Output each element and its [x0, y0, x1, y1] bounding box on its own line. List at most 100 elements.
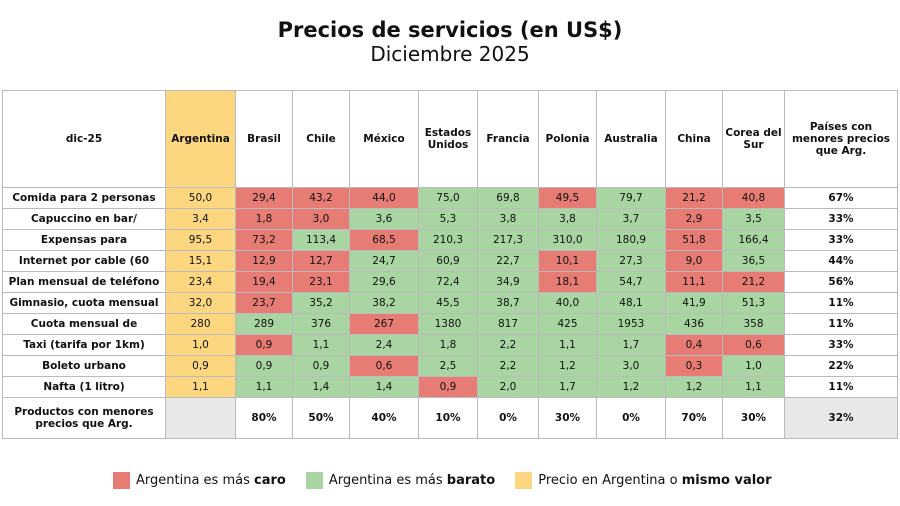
table-row: Plan mensual de teléfono 23,4 19,4 23,1 29,6… — [2, 271, 898, 293]
cell: 1,1 — [165, 376, 236, 398]
cell: 11% — [784, 376, 898, 398]
cell: 166,4 — [722, 229, 785, 251]
cell: 10,1 — [538, 250, 597, 272]
legend-swatch — [113, 472, 130, 489]
cell: 24,7 — [349, 250, 419, 272]
cell: 1,2 — [538, 355, 597, 377]
column-header: Argentina — [165, 90, 236, 188]
cell: 75,0 — [418, 187, 478, 209]
footer-cell: 30% — [538, 397, 597, 439]
cell: 2,0 — [477, 376, 539, 398]
cell: 22,7 — [477, 250, 539, 272]
cell: 11,1 — [665, 271, 723, 293]
cell: 3,5 — [722, 208, 785, 230]
cell: 210,3 — [418, 229, 478, 251]
cell: 1,1 — [538, 334, 597, 356]
cell: 3,0 — [292, 208, 350, 230]
row-label: Taxi (tarifa por 1km) — [2, 334, 166, 356]
cell: 2,4 — [349, 334, 419, 356]
cell: 72,4 — [418, 271, 478, 293]
cell: 69,8 — [477, 187, 539, 209]
row-label: Nafta (1 litro) — [2, 376, 166, 398]
footer-label: Productos con menores precios que Arg. — [2, 397, 166, 439]
cell: 21,2 — [665, 187, 723, 209]
cell: 12,9 — [235, 250, 293, 272]
empty-cell — [165, 397, 236, 439]
cell: 3,6 — [349, 208, 419, 230]
cell: 1380 — [418, 313, 478, 335]
cell: 2,5 — [418, 355, 478, 377]
cell: 1953 — [596, 313, 666, 335]
legend-bold: barato — [446, 473, 496, 488]
cell: 11% — [784, 292, 898, 314]
cell: 0,9 — [418, 376, 478, 398]
footer-row: Productos con menores precios que Arg. 80… — [2, 397, 898, 439]
cell: 43,2 — [292, 187, 350, 209]
cell: 23,1 — [292, 271, 350, 293]
column-header: Estados Unidos — [418, 90, 478, 188]
header-row: dic-25 Argentina Brasil Chile México Estados … — [2, 90, 898, 188]
legend-swatch — [305, 472, 323, 489]
footer-cell: 30% — [722, 397, 785, 439]
cell: 44% — [784, 250, 898, 272]
cell: 36,5 — [722, 250, 785, 272]
cell: 56% — [784, 271, 898, 293]
legend-label: Argentina es más — [136, 473, 254, 488]
table-row: Capuccino en bar/3,4 1,8 3,0 3,6 5,3 3,8 3,8 3,… — [2, 208, 898, 230]
table-row: Taxi (tarifa por 1km) 1,0 0,9 1,1 2,4 1,8 2,2 1… — [2, 334, 898, 356]
cell: 0,9 — [235, 355, 293, 377]
cell: 29,4 — [235, 187, 293, 209]
table-row: Boleto urbano 0,9 0,9 0,9 0,6 2,5 2,2 1,2 3,0 0,3… — [2, 355, 898, 377]
footer-cell: 80% — [235, 397, 293, 439]
footer-cell: 40% — [349, 397, 419, 439]
cell: 2,9 — [665, 208, 723, 230]
cell: 425 — [538, 313, 597, 335]
legend-bold: mismo valor — [681, 473, 772, 488]
row-label: Boleto urbano — [2, 355, 166, 377]
cell: 22% — [784, 355, 898, 377]
table-row: Expensas para 95,5 73,2 113,4 68,5 210,3 217,3… — [2, 229, 898, 251]
cell: 34,9 — [477, 271, 539, 293]
cell: 817 — [477, 313, 539, 335]
cell: 9,0 — [665, 250, 723, 272]
cell: 35,2 — [292, 292, 350, 314]
price-table: dic-25 Argentina Brasil Chile México Estados … — [2, 90, 898, 439]
table-row: Nafta (1 litro) 1,1 1,1 1,4 1,4 0,9 2,0 1,7 1,2 1… — [2, 376, 898, 398]
footer-cell: 70% — [665, 397, 723, 439]
cell: 0,4 — [665, 334, 723, 356]
cell: 32,0 — [165, 292, 236, 314]
cell: 40,0 — [538, 292, 597, 314]
footer-cell: 50% — [292, 397, 350, 439]
table-row: Internet por cable (60 15,1 12,9 12,7 24,7 60… — [2, 250, 898, 272]
cell: 1,7 — [596, 334, 666, 356]
cell: 3,7 — [596, 208, 666, 230]
cell: 0,6 — [349, 355, 419, 377]
table-row: Gimnasio, cuota mensual 32,0 23,7 35,2 38,2 4… — [2, 292, 898, 314]
cell: 95,5 — [165, 229, 236, 251]
cell: 50,0 — [165, 187, 236, 209]
cell: 0,9 — [165, 355, 236, 377]
legend-item: Argentina es más barato — [305, 472, 495, 489]
cell: 11% — [784, 313, 898, 335]
cell: 0,3 — [665, 355, 723, 377]
cell: 0,9 — [235, 334, 293, 356]
cell: 113,4 — [292, 229, 350, 251]
footer-cell: 0% — [477, 397, 539, 439]
column-header: Países con menores precios que Arg. — [784, 90, 898, 188]
row-label: Gimnasio, cuota mensual — [2, 292, 166, 314]
row-label: Comida para 2 personas — [2, 187, 166, 209]
legend: Argentina es más caro Argentina es más ba… — [113, 472, 772, 489]
legend-swatch — [515, 472, 533, 489]
cell: 1,1 — [292, 334, 350, 356]
legend-text: Argentina es más barato — [329, 473, 495, 488]
cell: 1,4 — [349, 376, 419, 398]
footer-cell: 10% — [418, 397, 478, 439]
cell: 376 — [292, 313, 350, 335]
column-header: Corea del Sur — [722, 90, 785, 188]
cell: 33% — [784, 208, 898, 230]
cell: 51,8 — [665, 229, 723, 251]
cell: 45,5 — [418, 292, 478, 314]
row-label: Expensas para — [2, 229, 166, 251]
column-header: Polonia — [538, 90, 597, 188]
